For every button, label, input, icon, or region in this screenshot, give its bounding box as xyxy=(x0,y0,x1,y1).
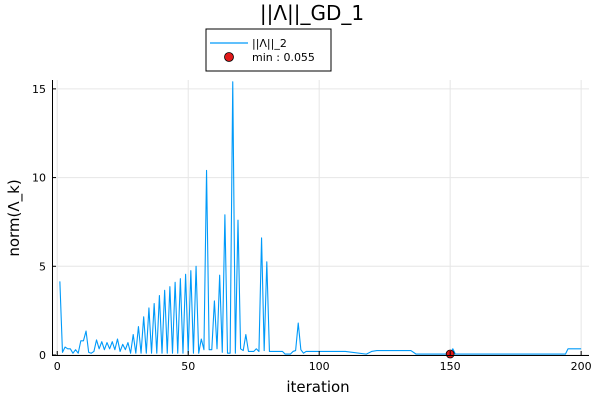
x-tick-label: 0 xyxy=(54,360,61,373)
y-tick-label: 0 xyxy=(39,349,46,362)
series-line-norm xyxy=(59,81,582,355)
x-axis-label: iteration xyxy=(286,378,349,396)
x-tick-label: 200 xyxy=(571,360,592,373)
y-axis-label: norm(Λ_k) xyxy=(5,179,24,256)
series-layer xyxy=(59,81,582,359)
legend-marker-swatch xyxy=(224,52,234,62)
axes-layer xyxy=(52,80,589,356)
y-tick-label: 10 xyxy=(32,172,46,185)
chart-title: ||Λ||_GD_1 xyxy=(260,1,364,25)
legend-label-min: min : 0.055 xyxy=(252,51,315,64)
x-tick-label: 50 xyxy=(181,360,195,373)
y-tick-label: 15 xyxy=(32,83,46,96)
ticks-layer: 0 50 100 150 200 0 5 10 15 xyxy=(32,83,592,373)
y-tick-label: 5 xyxy=(39,260,46,273)
legend: ||Λ||_2 min : 0.055 xyxy=(205,28,332,72)
grid-layer xyxy=(52,80,589,356)
x-tick-label: 100 xyxy=(309,360,330,373)
legend-label-norm: ||Λ||_2 xyxy=(252,37,287,50)
legend-box xyxy=(205,28,332,72)
x-tick-label: 150 xyxy=(440,360,461,373)
